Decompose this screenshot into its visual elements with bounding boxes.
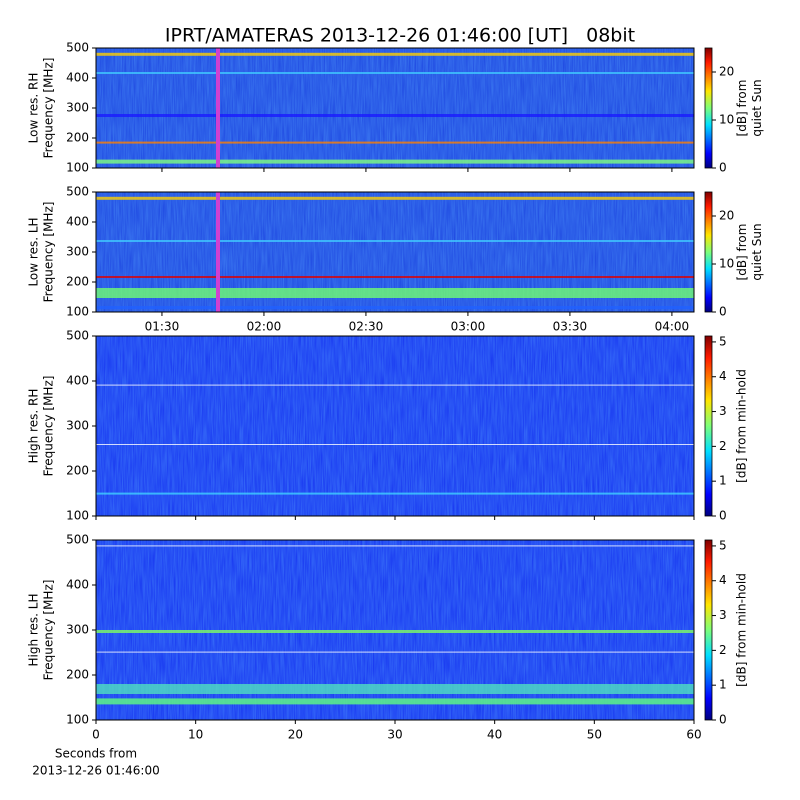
- x-tick-label: 50: [587, 728, 602, 742]
- x-tick-label: 01:30: [145, 320, 180, 334]
- y-tick-label: 500: [66, 533, 89, 547]
- x-tick-label: 03:00: [451, 320, 486, 334]
- spectrogram-noise: [96, 336, 694, 516]
- colorbar-tick-label: 0: [719, 161, 727, 175]
- colorbar-tick-label: 0: [719, 305, 727, 319]
- y-tick-label: 300: [66, 101, 89, 115]
- colorbar: [704, 335, 713, 517]
- x-tick-label: 03:30: [553, 320, 588, 334]
- colorbar-tick-label: 0: [719, 509, 727, 523]
- spectrogram-band: [96, 288, 694, 298]
- x-tick-label: 40: [487, 728, 502, 742]
- spectrogram-band: [96, 545, 694, 547]
- colorbar-tick-label: 1: [719, 474, 727, 488]
- y-axis-label: Frequency [MHz]: [42, 202, 56, 303]
- spectrogram-noise: [96, 48, 694, 168]
- x-tick-label: 20: [288, 728, 303, 742]
- event-marker: [216, 48, 220, 168]
- spectrogram-band: [96, 684, 694, 694]
- colorbar-tick-label: 1: [719, 678, 727, 692]
- colorbar-tick-label: 2: [719, 643, 727, 657]
- x-tick-label: 04:00: [655, 320, 690, 334]
- y-tick-label: 500: [66, 185, 89, 199]
- colorbar-tick-label: 20: [719, 209, 734, 223]
- colorbar-tick-label: 10: [719, 113, 734, 127]
- y-axis-label: High res. RH: [27, 389, 41, 464]
- colorbar: [704, 47, 713, 169]
- y-axis-label: Low res. LH: [27, 217, 41, 286]
- y-tick-label: 100: [66, 509, 89, 523]
- colorbar-label: [dB] from min-hold: [735, 369, 749, 483]
- y-tick-label: 200: [66, 464, 89, 478]
- y-tick-label: 200: [66, 668, 89, 682]
- colorbar-label: [dB] from: [735, 80, 749, 137]
- colorbar-tick-label: 5: [719, 538, 727, 552]
- y-tick-label: 400: [66, 71, 89, 85]
- spectrogram-band: [96, 141, 694, 144]
- colorbar-tick-label: 5: [719, 334, 727, 348]
- spectrogram-band: [96, 630, 694, 633]
- colorbar-tick-label: 2: [719, 439, 727, 453]
- colorbar-label: quiet Sun: [750, 223, 764, 280]
- colorbar-label: [dB] from min-hold: [735, 573, 749, 687]
- y-tick-label: 100: [66, 161, 89, 175]
- colorbar-tick-label: 4: [719, 369, 727, 383]
- colorbar-label: [dB] from: [735, 224, 749, 281]
- x-tick-label: 02:30: [349, 320, 384, 334]
- y-tick-label: 400: [66, 215, 89, 229]
- y-tick-label: 500: [66, 41, 89, 55]
- x-tick-label: 02:00: [247, 320, 282, 334]
- y-axis-label: Low res. RH: [27, 73, 41, 144]
- colorbar: [704, 539, 713, 721]
- spectrogram-band: [96, 444, 694, 445]
- spectrogram-band: [96, 114, 694, 117]
- y-axis-label: High res. LH: [27, 593, 41, 666]
- spectrogram-band: [96, 196, 694, 200]
- y-axis-label: Frequency [MHz]: [42, 376, 56, 477]
- y-axis-label: Frequency [MHz]: [42, 580, 56, 681]
- x-tick-label: 0: [92, 728, 100, 742]
- colorbar-tick-label: 4: [719, 573, 727, 587]
- figure-title: IPRT/AMATERAS 2013-12-26 01:46:00 [UT] 0…: [165, 25, 635, 47]
- spectrogram-band: [96, 306, 694, 309]
- spectrogram-band: [96, 72, 694, 74]
- spectrogram-band: [96, 159, 694, 164]
- colorbar: [704, 191, 713, 313]
- x-tick-label: 30: [387, 728, 402, 742]
- y-tick-label: 100: [66, 713, 89, 727]
- colorbar-tick-label: 0: [719, 713, 727, 727]
- colorbar-label: quiet Sun: [750, 79, 764, 136]
- colorbar-tick-label: 20: [719, 65, 734, 79]
- spectrogram-band: [96, 240, 694, 242]
- spectrogram-band: [96, 276, 694, 278]
- spectrogram-band: [96, 698, 694, 705]
- x-axis-label: Seconds from: [55, 747, 137, 761]
- y-tick-label: 200: [66, 275, 89, 289]
- event-marker: [216, 192, 220, 312]
- spectrogram-band: [96, 492, 694, 495]
- y-tick-label: 200: [66, 131, 89, 145]
- y-axis-label: Frequency [MHz]: [42, 58, 56, 159]
- x-tick-label: 10: [188, 728, 203, 742]
- colorbar-tick-label: 3: [719, 608, 727, 622]
- spectrogram-band: [96, 651, 694, 653]
- colorbar-tick-label: 3: [719, 404, 727, 418]
- colorbar-tick-label: 10: [719, 257, 734, 271]
- y-tick-label: 300: [66, 623, 89, 637]
- x-axis-label: 2013-12-26 01:46:00: [32, 764, 159, 778]
- spectrogram-band: [96, 52, 694, 56]
- spectrogram-band: [96, 384, 694, 386]
- y-tick-label: 500: [66, 329, 89, 343]
- x-tick-label: 60: [686, 728, 701, 742]
- y-tick-label: 400: [66, 374, 89, 388]
- y-tick-label: 100: [66, 305, 89, 319]
- y-tick-label: 400: [66, 578, 89, 592]
- y-tick-label: 300: [66, 245, 89, 259]
- y-tick-label: 300: [66, 419, 89, 433]
